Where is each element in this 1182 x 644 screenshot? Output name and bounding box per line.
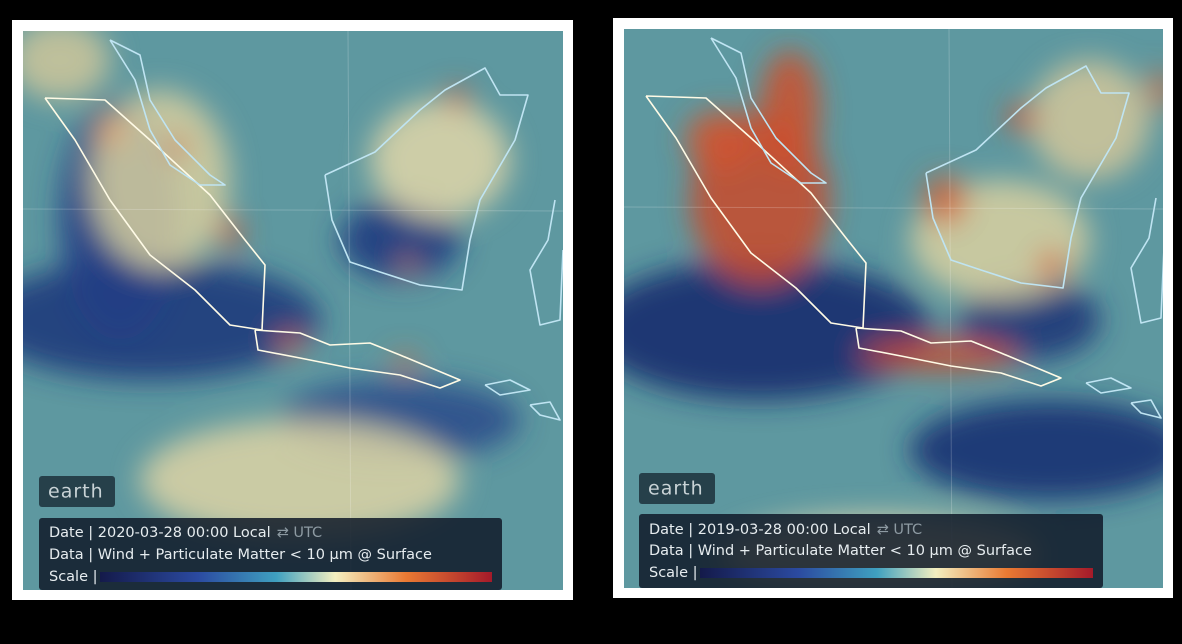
coastline bbox=[529, 199, 563, 326]
field-blob bbox=[218, 216, 242, 248]
field-blob bbox=[1007, 103, 1037, 133]
particulate-field bbox=[23, 31, 520, 540]
coastline bbox=[254, 329, 461, 389]
coastline bbox=[324, 67, 529, 291]
scale-label: Scale | bbox=[649, 565, 698, 581]
scale-label: Scale | bbox=[49, 569, 98, 585]
coastline bbox=[1085, 377, 1132, 394]
logo[interactable]: earth bbox=[648, 478, 704, 500]
logo[interactable]: earth bbox=[48, 481, 104, 503]
coastline bbox=[1130, 399, 1162, 419]
data-line[interactable]: Data | Wind + Particulate Matter < 10 μm… bbox=[49, 547, 432, 563]
field-blob bbox=[391, 354, 419, 370]
graticule bbox=[948, 29, 953, 588]
field-blob bbox=[140, 420, 460, 540]
field-blob bbox=[923, 175, 967, 225]
coastline bbox=[855, 327, 1062, 387]
field-blob bbox=[1148, 70, 1163, 110]
graticule bbox=[23, 208, 563, 212]
graticule bbox=[347, 31, 352, 590]
coastline bbox=[529, 401, 561, 421]
scale-bar[interactable] bbox=[100, 572, 492, 582]
utc-toggle[interactable]: ⇄ UTC bbox=[277, 525, 323, 541]
coastlines bbox=[44, 39, 563, 421]
coastline bbox=[109, 39, 226, 186]
graticule bbox=[624, 206, 1163, 210]
field-blob bbox=[90, 90, 230, 270]
map bbox=[624, 29, 1163, 588]
coastline bbox=[710, 37, 827, 184]
overlay: earth Date | 2020-03-28 00:00 Local ⇄ UT… bbox=[39, 473, 1103, 590]
field-blob bbox=[370, 100, 510, 220]
field-blob bbox=[340, 200, 460, 280]
field-blob bbox=[400, 257, 416, 273]
coastlines bbox=[645, 37, 1163, 419]
scale-bar[interactable] bbox=[700, 568, 1093, 578]
field-blob bbox=[168, 137, 188, 157]
field-blob bbox=[1030, 60, 1150, 180]
coastline bbox=[1130, 197, 1163, 324]
logo-box bbox=[639, 473, 715, 504]
field-blob bbox=[443, 88, 471, 108]
coastline bbox=[484, 379, 531, 396]
field-blob bbox=[960, 280, 1100, 360]
field-blob bbox=[276, 333, 304, 353]
data-line[interactable]: Data | Wind + Particulate Matter < 10 μm… bbox=[649, 543, 1032, 559]
logo-box bbox=[39, 476, 115, 507]
field-blob bbox=[95, 115, 125, 145]
field-blob bbox=[685, 110, 755, 170]
field-blob bbox=[1038, 251, 1066, 279]
field-blob bbox=[624, 260, 930, 400]
date[interactable]: Date | 2019-03-28 00:00 Local bbox=[649, 522, 871, 538]
field-blob bbox=[860, 339, 1020, 371]
date[interactable]: Date | 2020-03-28 00:00 Local bbox=[49, 525, 271, 541]
map bbox=[23, 31, 563, 590]
utc-toggle[interactable]: ⇄ UTC bbox=[877, 522, 923, 538]
field-blob bbox=[760, 50, 820, 170]
coastline bbox=[925, 65, 1130, 289]
field-blob bbox=[23, 31, 110, 100]
field-blob bbox=[910, 400, 1163, 500]
